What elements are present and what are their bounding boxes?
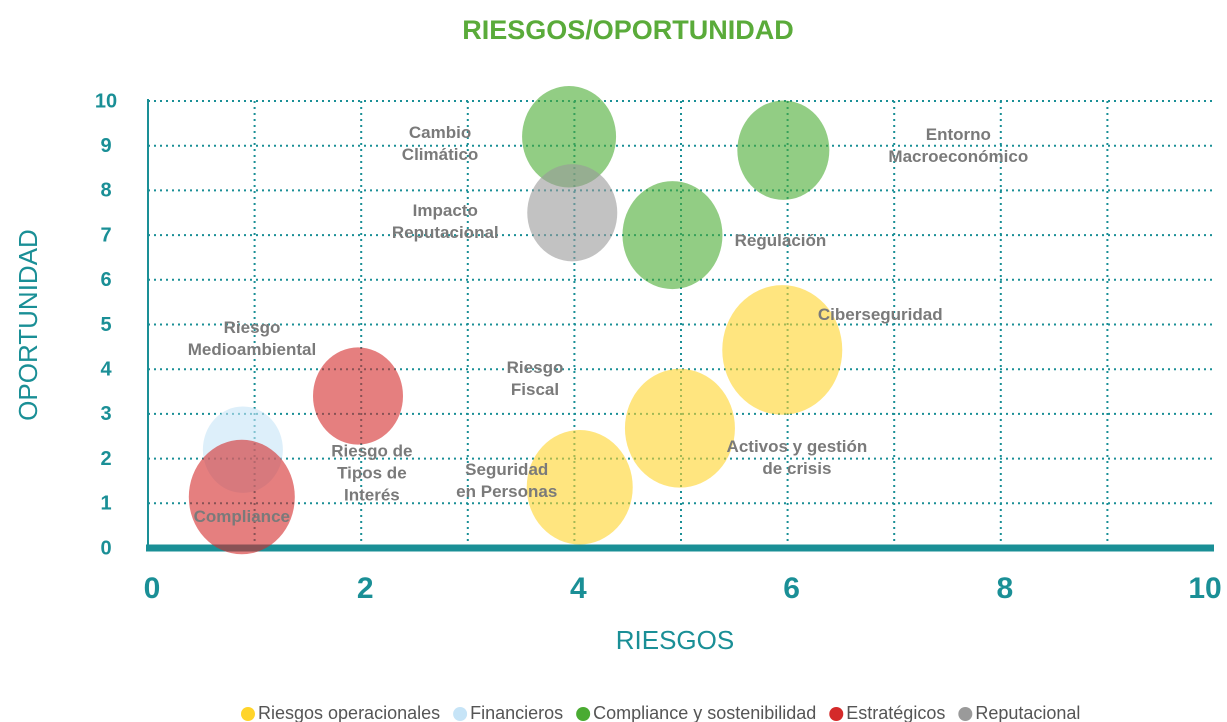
y-tick-label: 7 — [100, 224, 111, 246]
y-tick-label: 0 — [100, 537, 111, 559]
bubble-label-line: Reputacional — [392, 223, 499, 242]
x-axis-label: RIESGOS — [616, 625, 734, 655]
bubble-label: Compliance — [194, 508, 290, 527]
x-tick-label: 10 — [1188, 572, 1221, 605]
bubble — [622, 181, 723, 290]
bubble-label-line: Riesgo — [507, 358, 564, 377]
legend-label: Estratégicos — [846, 703, 945, 722]
bubble — [522, 86, 617, 188]
y-tick-label: 9 — [100, 135, 111, 157]
legend-label: Reputacional — [975, 703, 1080, 722]
y-tick-label: 3 — [100, 403, 111, 425]
bubble-label: Entorno Macroeconómico — [888, 126, 1028, 167]
y-tick-label: 4 — [100, 358, 112, 380]
bubble-label-line: Tipos de — [337, 464, 407, 483]
bubble — [737, 100, 830, 200]
bubble — [526, 429, 633, 545]
y-tick-label: 1 — [100, 493, 111, 515]
bubble-label: Riesgo Medioambiental — [188, 319, 316, 360]
bubble-label-line: Medioambiental — [188, 341, 316, 360]
legend-marker — [829, 707, 844, 721]
bubble-label: Riesgo de Tipos de Interés — [331, 442, 412, 505]
bubble-label: Impacto Reputacional — [392, 201, 499, 242]
bubble-label-line: en Personas — [456, 483, 557, 502]
bubble-label: Activos y gestión de crisis — [727, 438, 868, 479]
bubble-label-line: Compliance — [194, 508, 290, 527]
bubble-label-line: Riesgo — [224, 319, 281, 338]
y-tick-label: 6 — [100, 269, 111, 291]
bubble-label-line: Climático — [402, 145, 479, 164]
y-tick-label: 8 — [100, 180, 111, 202]
legend-marker — [453, 707, 468, 721]
bubble — [188, 439, 295, 555]
bubble — [722, 285, 843, 415]
bubble-label-line: Riesgo de — [331, 442, 412, 461]
legend-marker — [958, 707, 973, 721]
legend-label: Financieros — [470, 703, 563, 722]
y-tick-label: 2 — [100, 448, 111, 470]
bubble-label-line: Ciberseguridad — [818, 305, 943, 324]
x-tick-label: 2 — [357, 572, 374, 605]
legend-label: Riesgos operacionales — [258, 703, 440, 722]
y-axis-label: OPORTUNIDAD — [13, 229, 43, 421]
bubble-label-line: Entorno — [926, 126, 991, 145]
bubble-label: Riesgo Fiscal — [507, 358, 564, 399]
bubble — [527, 164, 618, 262]
x-tick-label: 0 — [144, 572, 161, 605]
bubble — [624, 368, 735, 488]
bubble-label-line: de crisis — [762, 460, 831, 479]
bubble-label: Cambio Climático — [402, 123, 479, 164]
bubble-label-line: Fiscal — [511, 380, 559, 399]
legend-marker — [241, 707, 255, 721]
x-tick-label: 4 — [570, 572, 587, 605]
chart-title: RIESGOS/OPORTUNIDAD — [462, 15, 794, 45]
bubble-label-line: Regulación — [735, 232, 827, 251]
bubble-label: Regulación — [735, 232, 827, 251]
y-tick-label: 10 — [95, 90, 117, 112]
bubble — [313, 347, 404, 445]
bubble-label: Seguridad en Personas — [456, 461, 557, 502]
bubble-label-line: Impacto — [413, 201, 478, 220]
x-tick-label: 8 — [996, 572, 1013, 605]
legend-marker — [576, 707, 591, 721]
bubble-label-line: Interés — [344, 486, 400, 505]
bubble-label-line: Seguridad — [465, 461, 548, 480]
bubble-label-line: Activos y gestión — [727, 438, 868, 457]
bubble-label: Ciberseguridad — [818, 305, 943, 324]
bubble-label-line: Cambio — [409, 123, 471, 142]
x-tick-label: 6 — [783, 572, 800, 605]
bubble-label-line: Macroeconómico — [888, 148, 1028, 167]
legend-label: Compliance y sostenibilidad — [593, 703, 816, 722]
y-tick-label: 5 — [100, 314, 111, 336]
